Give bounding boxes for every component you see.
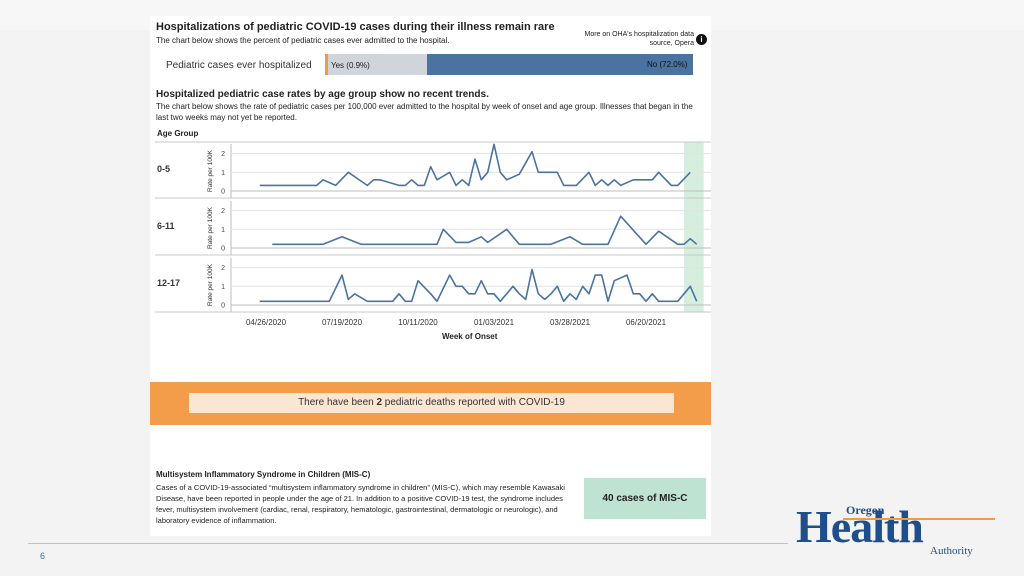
bar-yes-segment	[325, 54, 427, 75]
info-icon[interactable]: i	[696, 34, 707, 45]
section-title: Hospitalized pediatric case rates by age…	[156, 89, 489, 100]
series-line-12-17	[259, 268, 698, 303]
x-tick-label: 10/11/2020	[398, 318, 438, 327]
x-tick-label: 04/26/2020	[245, 318, 287, 327]
misc-title: Multisystem Inflammatory Syndrome in Chi…	[156, 470, 371, 479]
x-tick-label: 06/20/2021	[625, 318, 667, 327]
bar-no-label: No (72.0%)	[647, 60, 688, 69]
page-title: Hospitalizations of pediatric COVID-19 c…	[156, 21, 555, 33]
hospitalized-bar-label: Pediatric cases ever hospitalized	[166, 60, 312, 71]
bar-no-segment	[427, 54, 693, 75]
logo-health-word: Health	[796, 501, 924, 552]
section-description: The chart below shows the rate of pediat…	[156, 102, 693, 122]
deaths-message: There have been 2 pediatric deaths repor…	[189, 393, 674, 413]
page-number: 6	[40, 551, 46, 561]
deaths-count: 2	[376, 397, 383, 408]
deaths-text-before: There have been	[298, 397, 377, 408]
y-tick-label: 1	[221, 227, 225, 234]
x-axis-title: Week of Onset	[442, 332, 498, 341]
y-tick-label: 2	[221, 265, 225, 272]
deaths-text-after: pediatric deaths reported with COVID-19	[382, 397, 565, 408]
bar-yes-label: Yes (0.9%)	[331, 61, 370, 70]
misc-description: Cases of a COVID-19-associated “multisys…	[156, 483, 565, 525]
logo-authority-word: Authority	[930, 545, 973, 557]
recent-weeks-highlight	[684, 142, 704, 312]
logo-oregon-word: Oregon	[846, 503, 885, 517]
age-label-0-5: 0-5	[157, 164, 171, 174]
y-tick-label: 0	[221, 189, 225, 196]
y-tick-label: 0	[221, 246, 225, 253]
age-label-6-11: 6-11	[157, 221, 175, 231]
x-tick-label: 03/28/2021	[549, 318, 591, 327]
series-line-0-5	[259, 143, 691, 187]
footer-divider	[28, 543, 788, 544]
y-tick-label: 2	[221, 208, 225, 215]
y-tick-label: 0	[221, 303, 225, 310]
misc-count-box: 40 cases of MIS-C	[584, 478, 706, 519]
y-tick-label: 1	[221, 284, 225, 291]
x-tick-label: 07/19/2020	[321, 318, 363, 327]
age-label-12-17: 12-17	[157, 278, 181, 288]
logo-accent-line	[843, 518, 995, 520]
dashboard-panel	[150, 16, 711, 536]
source-note-link[interactable]: More on OHA's hospitalization data sourc…	[584, 31, 694, 47]
x-tick-label: 01/03/2021	[473, 318, 515, 327]
series-line-6-11	[272, 215, 698, 246]
page-subtitle: The chart below shows the percent of ped…	[156, 36, 450, 45]
bar-yes-accent	[325, 54, 328, 75]
y-tick-label: 2	[221, 151, 225, 158]
age-group-title: Age Group	[157, 129, 199, 138]
y-tick-label: 1	[221, 170, 225, 177]
